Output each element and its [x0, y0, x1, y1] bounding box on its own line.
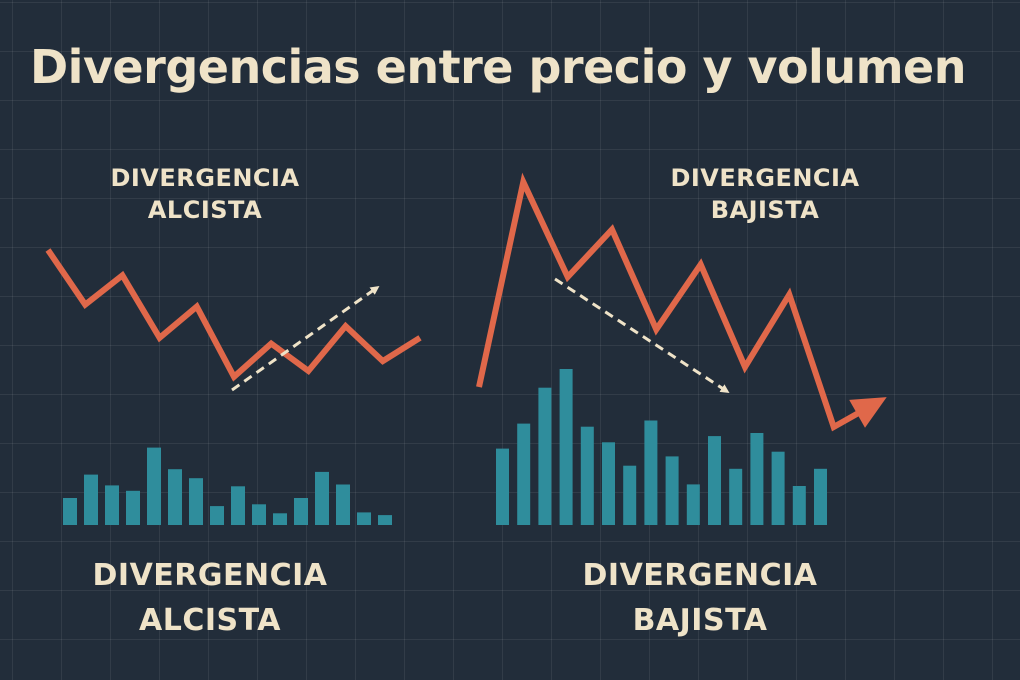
- bearish-panel: [476, 172, 887, 525]
- volume-bar: [336, 484, 350, 525]
- volume-bar: [708, 436, 721, 525]
- top-label-bearish-line2: BAJISTA: [710, 195, 820, 224]
- top-label-bearish: DIVERGENCIA BAJISTA: [655, 163, 875, 226]
- volume-bar: [189, 478, 203, 525]
- volume-bar: [252, 504, 266, 525]
- volume-bar: [792, 486, 806, 525]
- top-label-bullish-line1: DIVERGENCIA: [110, 164, 300, 192]
- trend-arrow-down: [554, 277, 730, 394]
- volume-bar: [84, 474, 98, 525]
- price-line: [45, 248, 422, 382]
- volume-bar: [538, 387, 552, 525]
- volume-bar: [750, 433, 764, 525]
- bottom-label-bullish-line1: DIVERGENCIA: [92, 558, 328, 593]
- volume-bar: [168, 469, 182, 525]
- volume-bar: [729, 468, 743, 525]
- volume-bar: [105, 485, 119, 525]
- volume-bar: [644, 420, 658, 525]
- volume-bar: [602, 442, 615, 525]
- volume-bar: [771, 451, 785, 525]
- volume-bar: [357, 512, 371, 525]
- bottom-label-bullish-line2: ALCISTA: [139, 603, 281, 638]
- chart-title: Divergencias entre precio y volumen: [30, 40, 966, 94]
- volume-bar: [686, 484, 700, 525]
- bullish-panel: [45, 248, 422, 525]
- bottom-label-bearish-line2: BAJISTA: [632, 603, 768, 638]
- volume-bar: [147, 447, 161, 525]
- volume-bar: [623, 465, 637, 525]
- top-label-bullish-line2: ALCISTA: [147, 195, 263, 224]
- bottom-label-bearish-line1: DIVERGENCIA: [582, 558, 818, 593]
- volume-bar: [294, 498, 308, 525]
- volume-bar: [559, 369, 573, 525]
- volume-bar: [63, 498, 77, 525]
- volume-bar: [378, 515, 392, 525]
- volume-bar: [517, 423, 531, 525]
- bottom-label-bearish: DIVERGENCIA BAJISTA: [575, 553, 825, 643]
- top-label-bullish: DIVERGENCIA ALCISTA: [100, 163, 310, 226]
- volume-bar: [210, 506, 224, 525]
- price-arrowhead: [849, 397, 887, 428]
- bottom-label-bullish: DIVERGENCIA ALCISTA: [85, 553, 335, 643]
- top-label-bearish-line1: DIVERGENCIA: [670, 164, 860, 192]
- price-line: [476, 172, 880, 432]
- volume-bar: [126, 490, 140, 525]
- volume-bar: [496, 448, 509, 525]
- volume-bar: [665, 456, 679, 525]
- volume-bar: [580, 426, 594, 525]
- volume-bar: [814, 468, 827, 525]
- volume-bar: [231, 486, 245, 525]
- volume-bar: [315, 471, 329, 525]
- volume-bar: [273, 513, 287, 525]
